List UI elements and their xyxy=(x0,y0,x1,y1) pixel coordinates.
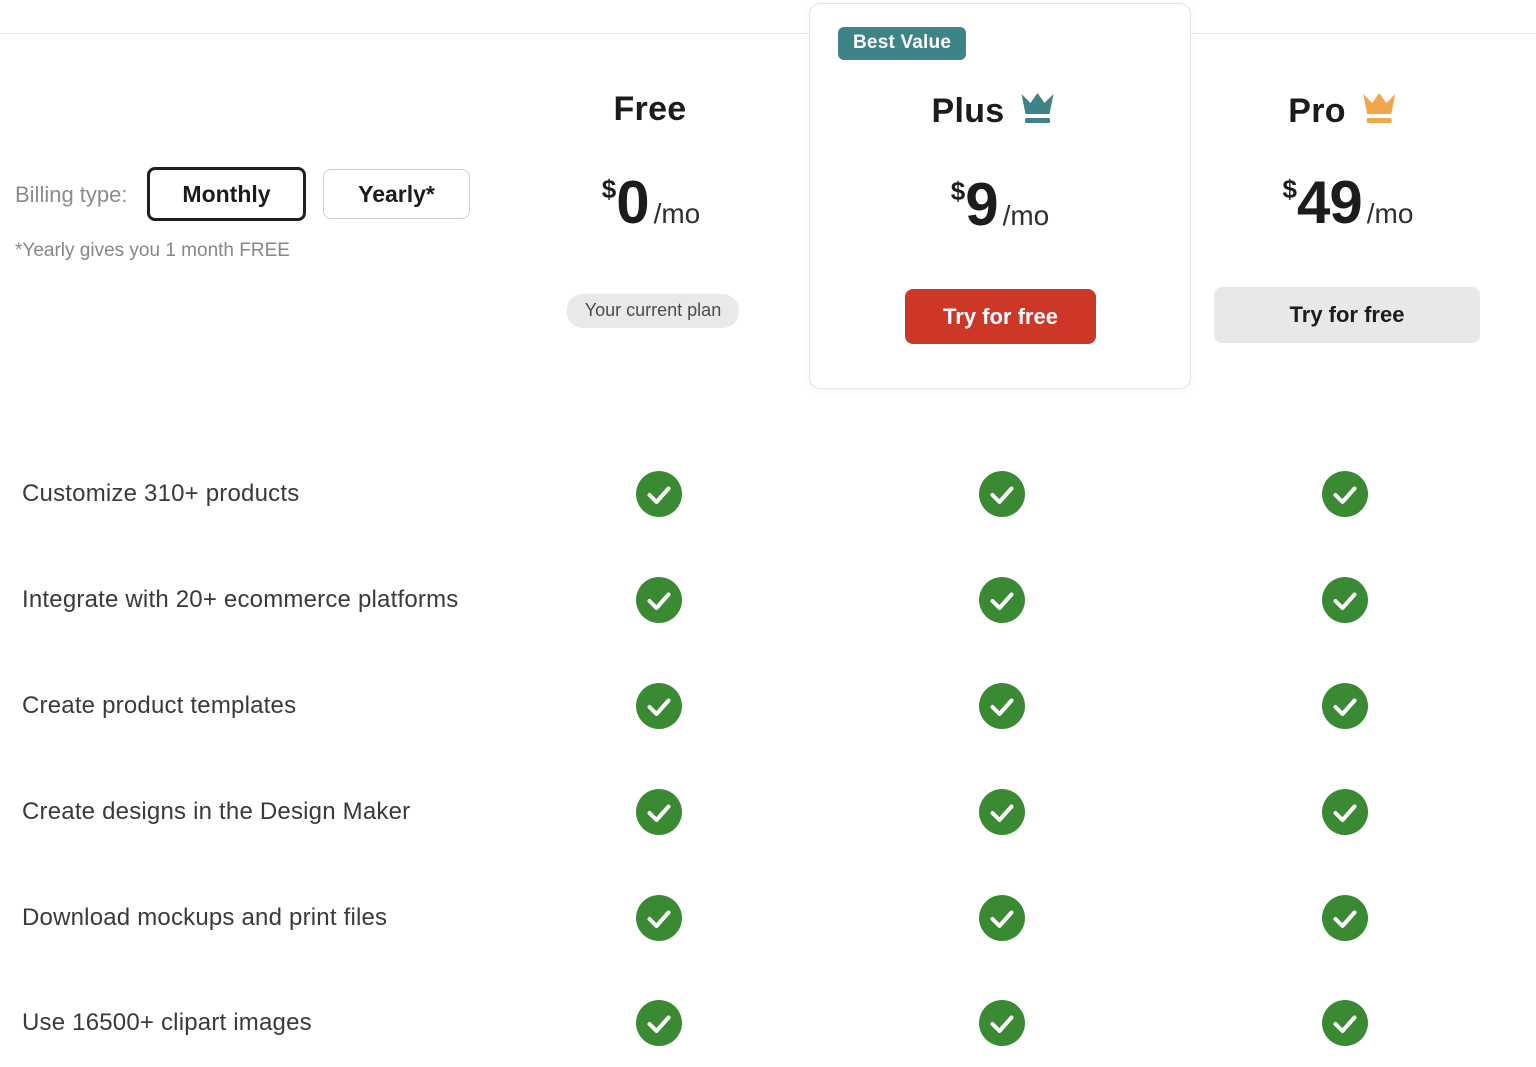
price-free-amount: 0 xyxy=(616,169,649,236)
feature-label: Create product templates xyxy=(22,692,297,719)
pro-try-for-free-button[interactable]: Try for free xyxy=(1214,287,1480,343)
plan-name-plus: Plus xyxy=(931,92,1005,130)
best-value-badge: Best Value xyxy=(838,27,967,60)
price-free-period: /mo xyxy=(653,198,701,229)
current-plan-badge: Your current plan xyxy=(566,294,740,328)
feature-row-product-templates: Create product templates xyxy=(0,683,1536,729)
feature-row-clipart-images: Use 16500+ clipart images xyxy=(0,1000,1536,1046)
gold-crown-icon xyxy=(1360,90,1398,133)
check-icon xyxy=(1322,683,1368,729)
plan-header-plus: Plus xyxy=(931,90,1056,133)
price-free-currency: $ xyxy=(601,174,617,204)
check-icon xyxy=(1322,895,1368,941)
price-pro-amount: 49 xyxy=(1297,169,1363,236)
billing-monthly-label: Monthly xyxy=(182,180,271,207)
price-plus-amount: 9 xyxy=(965,171,998,238)
plan-header-pro: Pro xyxy=(1288,90,1398,133)
plan-header-free: Free xyxy=(613,90,686,129)
billing-monthly-button[interactable]: Monthly xyxy=(147,167,306,221)
plus-try-for-free-button[interactable]: Try for free xyxy=(905,289,1096,344)
check-icon xyxy=(1322,1000,1368,1046)
feature-row-integrate-platforms: Integrate with 20+ ecommerce platforms xyxy=(0,577,1536,623)
check-icon xyxy=(979,1000,1025,1046)
billing-yearly-label: Yearly* xyxy=(358,180,435,207)
check-icon xyxy=(636,895,682,941)
check-icon xyxy=(636,1000,682,1046)
billing-yearly-button[interactable]: Yearly* xyxy=(323,169,470,219)
billing-note: *Yearly gives you 1 month FREE xyxy=(15,240,290,261)
pro-try-for-free-label: Try for free xyxy=(1289,302,1405,327)
price-plus-currency: $ xyxy=(950,176,966,206)
price-free: $ 0 /mo xyxy=(602,173,701,233)
feature-row-mockups-print-files: Download mockups and print files xyxy=(0,895,1536,941)
price-plus: $ 9 /mo xyxy=(951,175,1050,235)
feature-row-customize-products: Customize 310+ products xyxy=(0,471,1536,517)
check-icon xyxy=(636,789,682,835)
check-icon xyxy=(636,577,682,623)
feature-row-design-maker: Create designs in the Design Maker xyxy=(0,789,1536,835)
check-icon xyxy=(979,577,1025,623)
plan-name-free: Free xyxy=(613,90,687,128)
check-icon xyxy=(636,471,682,517)
feature-label: Create designs in the Design Maker xyxy=(22,798,411,825)
check-icon xyxy=(979,895,1025,941)
check-icon xyxy=(636,683,682,729)
feature-label: Download mockups and print files xyxy=(22,904,388,931)
price-pro: $ 49 /mo xyxy=(1283,173,1414,233)
billing-type-label: Billing type: xyxy=(15,182,128,207)
price-pro-period: /mo xyxy=(1366,198,1414,229)
feature-label: Customize 310+ products xyxy=(22,480,300,507)
top-divider xyxy=(0,33,1536,34)
check-icon xyxy=(979,683,1025,729)
check-icon xyxy=(1322,789,1368,835)
plan-name-pro: Pro xyxy=(1288,92,1346,130)
feature-label: Integrate with 20+ ecommerce platforms xyxy=(22,586,459,613)
teal-crown-icon xyxy=(1019,90,1057,133)
check-icon xyxy=(979,789,1025,835)
check-icon xyxy=(1322,577,1368,623)
feature-label: Use 16500+ clipart images xyxy=(22,1009,312,1036)
plus-try-for-free-label: Try for free xyxy=(943,303,1058,329)
price-pro-currency: $ xyxy=(1282,174,1298,204)
check-icon xyxy=(979,471,1025,517)
check-icon xyxy=(1322,471,1368,517)
price-plus-period: /mo xyxy=(1002,200,1050,231)
